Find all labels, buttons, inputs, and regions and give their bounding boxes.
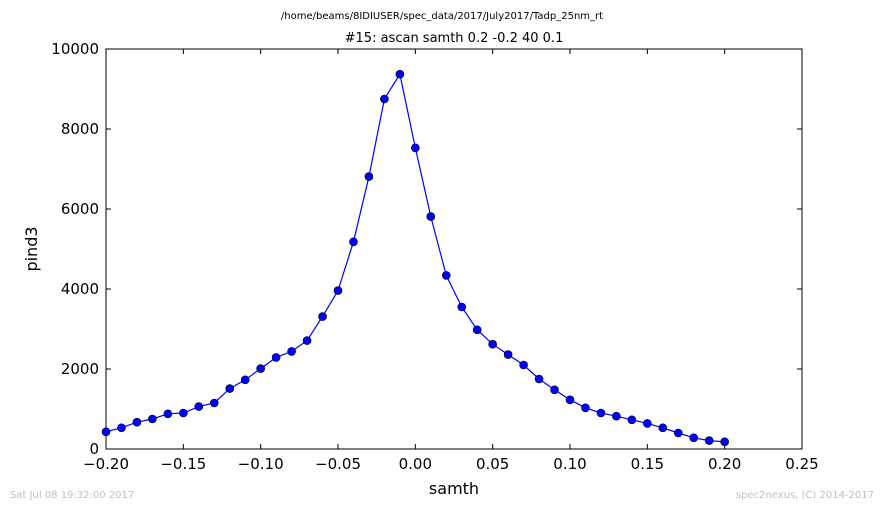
data-point <box>117 423 126 433</box>
y-axis-label: pind3 <box>22 226 41 271</box>
data-point <box>225 384 235 393</box>
data-point <box>333 286 343 295</box>
data-point <box>519 360 528 370</box>
file-path: /home/beams/8IDIUSER/spec_data/2017/July… <box>281 11 603 22</box>
plot-frame <box>105 48 803 450</box>
data-point <box>550 385 559 395</box>
data-point <box>441 271 451 280</box>
y-tick-label: 6000 <box>61 200 99 218</box>
x-tick-label: 0.25 <box>785 455 818 473</box>
y-tick-label: 4000 <box>61 280 99 298</box>
data-point <box>627 415 637 425</box>
data-point <box>163 409 173 419</box>
data-point <box>457 302 467 312</box>
data-point <box>271 353 281 362</box>
data-point <box>240 375 250 385</box>
data-point <box>256 364 265 373</box>
data-point <box>101 427 111 437</box>
data-point <box>488 339 497 349</box>
chart-title: #15: ascan samth 0.2 -0.2 40 0.1 <box>345 31 564 46</box>
data-point <box>503 350 513 359</box>
x-tick-label: −0.15 <box>160 455 206 473</box>
series-line <box>105 72 725 443</box>
data-point <box>380 94 389 104</box>
data-point <box>612 411 621 421</box>
footer-credit: spec2nexus, (C) 2014-2017 <box>736 490 874 501</box>
data-point <box>302 336 312 345</box>
data-point <box>148 414 157 424</box>
data-point <box>704 436 714 445</box>
data-point <box>364 172 374 181</box>
y-tick-label: 0 <box>89 440 99 458</box>
x-tick-label: 0.00 <box>399 455 432 473</box>
data-point <box>194 402 204 411</box>
data-point <box>179 408 188 418</box>
y-tick-label: 2000 <box>61 360 99 378</box>
data-point <box>209 398 219 408</box>
x-tick-label: 0.15 <box>631 455 664 473</box>
data-point <box>318 312 327 321</box>
x-tick-label: −0.10 <box>238 455 284 473</box>
data-point <box>132 417 142 427</box>
data-point <box>349 237 358 247</box>
data-point <box>720 437 729 447</box>
x-tick-label: 0.05 <box>476 455 509 473</box>
data-point <box>658 423 668 433</box>
data-point <box>689 433 699 443</box>
y-tick-label: 8000 <box>61 120 99 138</box>
data-point <box>287 347 296 356</box>
data-point <box>673 428 683 438</box>
data-point <box>565 395 575 405</box>
data-point <box>472 325 482 335</box>
plot-area: −0.20 −0.15 −0.10 −0.05 0.00 0.05 0.10 0.15 0.20… <box>51 40 818 473</box>
data-point <box>411 143 420 153</box>
data-point <box>596 408 606 418</box>
x-tick-label: 0.10 <box>553 455 586 473</box>
y-tick-label: 10000 <box>51 40 99 58</box>
data-point <box>534 374 544 384</box>
data-point <box>395 69 405 79</box>
data-point <box>426 212 436 221</box>
data-point <box>581 403 590 413</box>
x-axis-label: samth <box>429 479 479 498</box>
x-tick-label: −0.20 <box>83 455 129 473</box>
x-tick-label: 0.20 <box>708 455 741 473</box>
x-tick-label: −0.05 <box>315 455 361 473</box>
data-point <box>643 419 652 428</box>
footer-timestamp: Sat Jul 08 19:32:00 2017 <box>10 490 134 501</box>
